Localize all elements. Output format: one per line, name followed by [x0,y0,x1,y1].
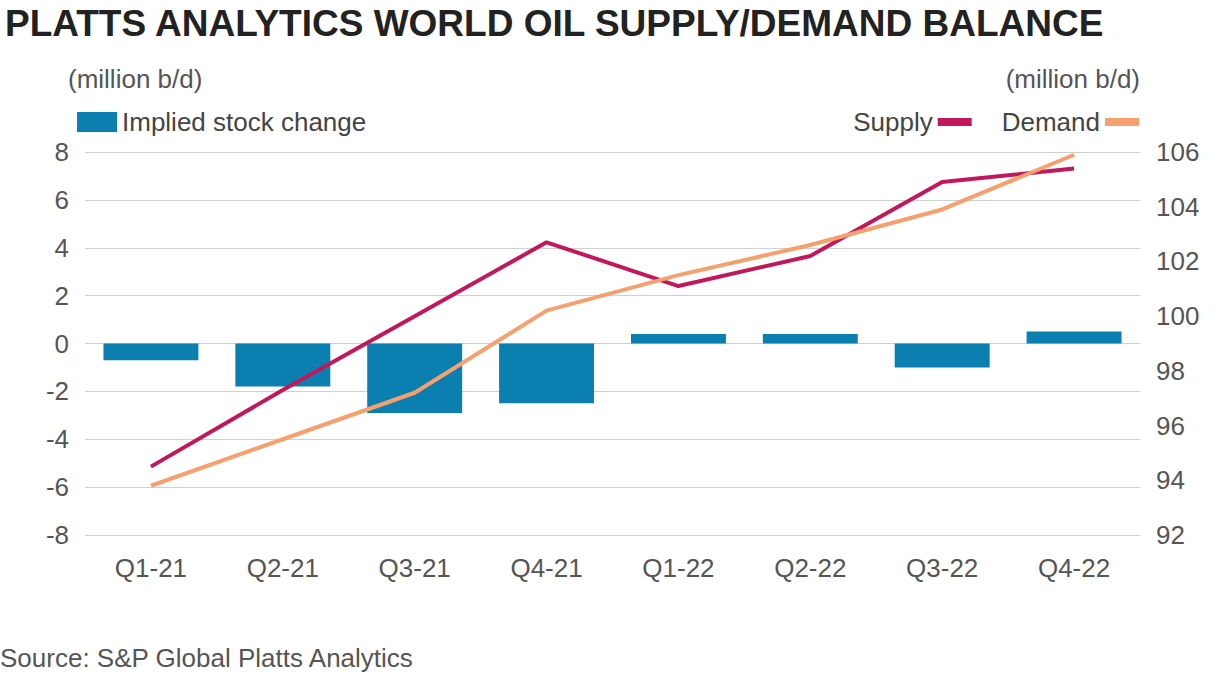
svg-text:8: 8 [55,137,69,167]
svg-text:98: 98 [1156,356,1185,386]
svg-text:4: 4 [55,233,69,263]
svg-text:100: 100 [1156,301,1199,331]
svg-text:96: 96 [1156,411,1185,441]
svg-text:(million b/d): (million b/d) [1006,64,1140,94]
svg-text:2: 2 [55,281,69,311]
svg-text:106: 106 [1156,137,1199,167]
svg-text:Supply: Supply [853,107,933,137]
svg-text:Implied stock change: Implied stock change [122,107,366,137]
svg-text:-2: -2 [46,376,69,406]
svg-text:Q1-21: Q1-21 [115,553,187,583]
svg-text:6: 6 [55,185,69,215]
svg-text:-8: -8 [46,520,69,550]
svg-text:Q1-22: Q1-22 [642,553,714,583]
svg-text:Q4-21: Q4-21 [510,553,582,583]
svg-text:94: 94 [1156,465,1185,495]
svg-text:102: 102 [1156,246,1199,276]
svg-text:Demand: Demand [1002,107,1100,137]
svg-text:Q2-22: Q2-22 [774,553,846,583]
svg-text:Source: S&P Global Platts Anal: Source: S&P Global Platts Analytics [0,643,413,673]
svg-text:-6: -6 [46,472,69,502]
svg-text:PLATTS ANALYTICS WORLD OIL SUP: PLATTS ANALYTICS WORLD OIL SUPPLY/DEMAND… [5,3,1103,44]
svg-text:104: 104 [1156,192,1199,222]
svg-text:0: 0 [55,329,69,359]
svg-text:Q2-21: Q2-21 [247,553,319,583]
svg-text:(million b/d): (million b/d) [68,64,202,94]
svg-text:Q3-21: Q3-21 [379,553,451,583]
svg-text:92: 92 [1156,520,1185,550]
svg-text:-4: -4 [46,424,69,454]
svg-text:Q4-22: Q4-22 [1038,553,1110,583]
svg-text:Q3-22: Q3-22 [906,553,978,583]
